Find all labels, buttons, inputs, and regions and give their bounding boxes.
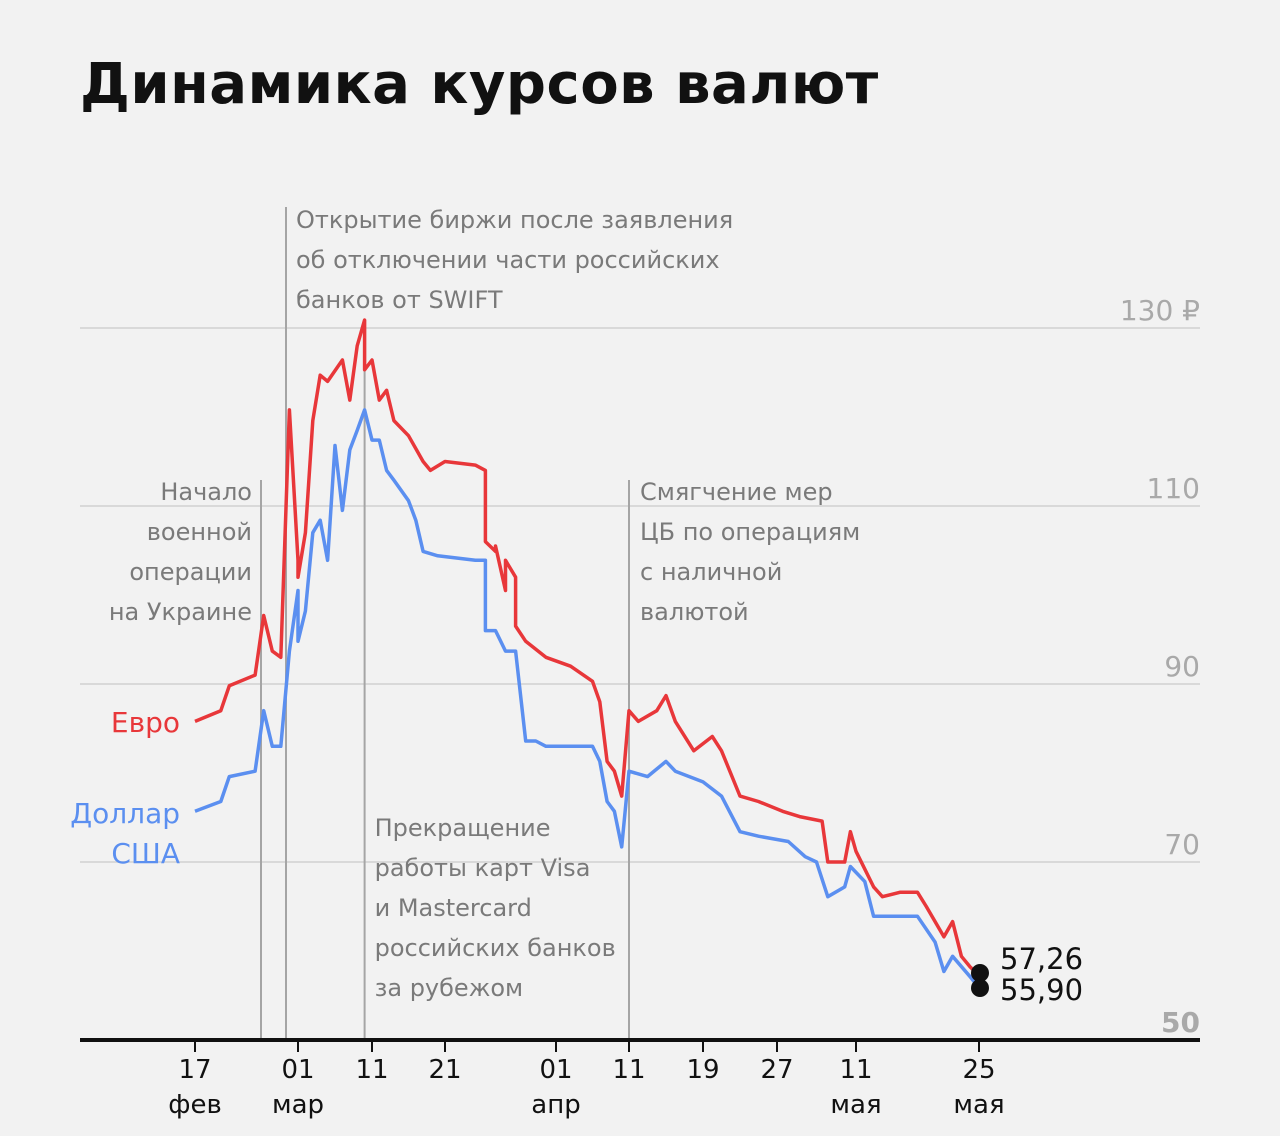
gridlines: 130 ₽ 110 90 70 50 (80, 294, 1200, 1039)
legend-usd: Доллар США (70, 797, 180, 870)
y-tick-label: 130 ₽ (1120, 294, 1200, 327)
x-tick-month: мая (830, 1090, 881, 1120)
x-tick-day: 25 (962, 1055, 995, 1085)
annotation-text: Начало (160, 478, 252, 506)
usd-end-dot (971, 979, 989, 997)
annotation-text: на Украине (109, 598, 252, 626)
annotation-text: операции (129, 558, 252, 586)
x-axis: 17 фев 01 мар 11 21 01 апр 11 19 27 11 мая 25 мая (80, 1038, 1200, 1120)
x-tick-month: мая (953, 1090, 1004, 1120)
x-tick-day: 11 (839, 1055, 872, 1085)
x-tick-month: мар (272, 1090, 324, 1120)
y-tick-label: 110 (1147, 472, 1200, 505)
x-tick-month: апр (531, 1090, 580, 1120)
annotation-text: российских банков (375, 934, 616, 962)
y-tick-label: 90 (1164, 650, 1200, 683)
y-tick-label: 50 (1161, 1006, 1200, 1039)
annotation-text: военной (147, 518, 252, 546)
legend: Евро Доллар США (70, 706, 180, 870)
euro-last-value: 57,26 (1000, 942, 1083, 976)
page-title: Динамика курсов валют (80, 52, 879, 117)
x-tick-day: 19 (686, 1055, 719, 1085)
euro-end-dot (971, 964, 989, 982)
annotation-text: с наличной (640, 558, 782, 586)
x-tick-day: 27 (760, 1055, 793, 1085)
legend-euro: Евро (111, 706, 180, 739)
legend-usd-line: Доллар (70, 797, 180, 830)
annotation-text: Смягчение мер (640, 478, 833, 506)
annotation-text: за рубежом (375, 974, 524, 1002)
x-tick-day: 01 (539, 1055, 572, 1085)
y-tick-label: 70 (1164, 828, 1200, 861)
x-tick-month: фев (168, 1090, 222, 1120)
annotation-text: банков от SWIFT (296, 286, 503, 314)
annotations: Начало военной операции на Украине Открытие … (109, 206, 860, 1040)
annotation-text: валютой (640, 598, 749, 626)
euro-line (194, 318, 981, 977)
annotation-text: работы карт Visa (375, 854, 591, 882)
x-tick-day: 01 (281, 1055, 314, 1085)
usd-line (194, 408, 981, 989)
x-tick-day: 11 (355, 1055, 388, 1085)
usd-last-value: 55,90 (1000, 973, 1083, 1007)
annotation-text: ЦБ по операциям (640, 518, 860, 546)
annotation-text: и Mastercard (375, 894, 532, 922)
annotation-text: Открытие биржи после заявления (296, 206, 733, 234)
legend-usd-line: США (111, 837, 180, 870)
x-tick-day: 21 (428, 1055, 461, 1085)
annotation-text: об отключении части российских (296, 246, 720, 274)
x-tick-day: 11 (612, 1055, 645, 1085)
x-tick-day: 17 (178, 1055, 211, 1085)
annotation-text: Прекращение (375, 814, 551, 842)
